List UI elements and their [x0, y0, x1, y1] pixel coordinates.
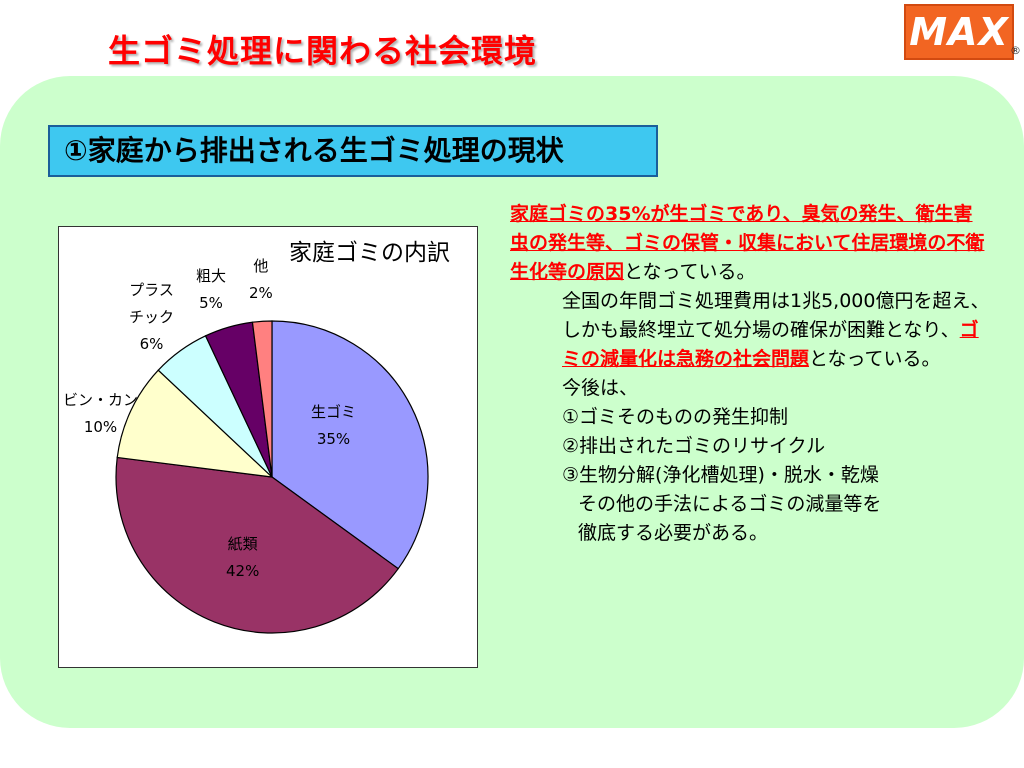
slice-label-bulky: 粗大 5% [196, 263, 226, 317]
pie-chart: 家庭ゴミの内訳 生ゴミ 35% 紙類 42% ビン・カン 10% プラス チック… [58, 226, 478, 668]
list-item-3-cont-2: 徹底する必要がある。 [578, 522, 769, 544]
slice-name-paper: 紙類 [227, 535, 258, 553]
paragraph-1-highlight: 家庭ゴミの35%が生ゴミであり、臭気の発生、衛生害虫の発生等、ゴミの保管・収集に… [510, 203, 985, 283]
slice-name-plastic-1: プラス [129, 281, 174, 299]
paragraph-3: 今後は、 [562, 377, 639, 399]
pie-slice-paper [115, 456, 400, 634]
slice-label-bottle-can: ビン・カン 10% [63, 387, 138, 441]
paragraph-2-tail: となっている。 [809, 348, 941, 370]
max-logo: MAX [904, 4, 1014, 60]
slice-label-other: 他 2% [249, 253, 273, 307]
slice-pct-bottle-can: 10% [83, 418, 118, 436]
list-item-3-cont-1: その他の手法によるゴミの減量等を [578, 493, 882, 515]
chart-title: 家庭ゴミの内訳 [287, 233, 452, 267]
pie-chart-svg [115, 320, 429, 634]
slice-label-plastic: プラス チック 6% [129, 277, 174, 358]
pie-slice-namagomi [271, 320, 429, 570]
paragraph-1: 家庭ゴミの35%が生ゴミであり、臭気の発生、衛生害虫の発生等、ゴミの保管・収集に… [510, 200, 990, 287]
registered-mark: ® [1010, 44, 1021, 57]
slice-label-namagomi: 生ゴミ 35% [311, 399, 356, 453]
pie-slice-bottle-can [116, 369, 274, 478]
slide-title: 生ゴミ処理に関わる社会環境 [108, 32, 538, 70]
paragraph-2: 全国の年間ゴミ処理費用は1兆5,000億円を超え、しかも最終埋立て処分場の確保が… [510, 287, 990, 374]
paragraph-2-highlight: ゴミの減量化は急務の社会問題 [562, 319, 979, 370]
pie-slice-other [251, 320, 273, 478]
list-item-1: ①ゴミそのものの発生抑制 [562, 406, 789, 428]
slice-pct-paper: 42% [226, 562, 260, 580]
slice-name-namagomi: 生ゴミ [311, 403, 357, 421]
list-item-2: ②排出されたゴミのリサイクル [562, 435, 826, 457]
section-subtitle: ①家庭から排出される生ゴミ処理の現状 [48, 125, 658, 177]
slice-name-bottle-can: ビン・カン [63, 391, 139, 409]
slice-pct-bulky: 5% [199, 294, 223, 312]
slice-label-paper: 紙類 42% [226, 531, 259, 585]
list-item-3: ③生物分解(浄化槽処理)・脱水・乾燥 [562, 464, 879, 486]
paragraph-2-head: 全国の年間ゴミ処理費用は1兆5,000億円を超え、しかも最終埋立て処分場の確保が… [562, 290, 990, 341]
slice-pct-other: 2% [249, 284, 273, 302]
slice-name-bulky: 粗大 [196, 267, 227, 285]
body-text: 家庭ゴミの35%が生ゴミであり、臭気の発生、衛生害虫の発生等、ゴミの保管・収集に… [510, 200, 990, 548]
slice-pct-plastic: 6% [139, 335, 164, 353]
slice-pct-namagomi: 35% [316, 430, 351, 448]
slice-name-plastic-2: チック [129, 308, 175, 326]
slice-name-other: 他 [253, 257, 269, 275]
paragraph-1-tail: となっている。 [624, 261, 756, 283]
